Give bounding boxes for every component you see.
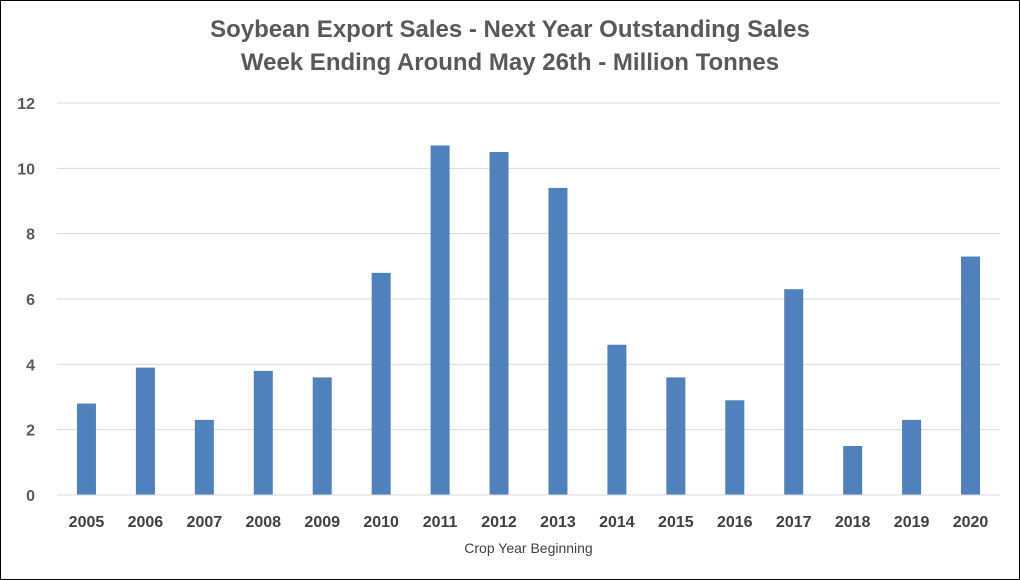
x-tick-label: 2016 xyxy=(717,514,753,531)
y-tick-label: 12 xyxy=(17,96,35,113)
bar-2013 xyxy=(548,187,568,495)
bar-2005 xyxy=(76,403,96,495)
y-tick-label: 4 xyxy=(26,357,35,374)
x-tick-label: 2014 xyxy=(599,514,635,531)
y-axis-ticks: 0 2 4 6 8 10 12 xyxy=(17,96,35,505)
x-tick-label: 2011 xyxy=(423,514,458,531)
bar-2015 xyxy=(666,377,686,495)
bar-2009 xyxy=(312,377,332,495)
bar-2011 xyxy=(430,145,450,495)
chart-title: Soybean Export Sales - Next Year Outstan… xyxy=(210,16,810,43)
y-tick-label: 8 xyxy=(26,227,35,244)
bars xyxy=(76,145,981,495)
y-tick-label: 0 xyxy=(26,488,35,505)
gridlines xyxy=(57,102,1000,431)
x-tick-label: 2013 xyxy=(540,514,576,531)
bar-2008 xyxy=(253,370,273,495)
x-axis-label: Crop Year Beginning xyxy=(464,540,592,556)
x-tick-label: 2007 xyxy=(187,514,223,531)
bar-2012 xyxy=(489,152,509,495)
x-axis-ticks: 2005 2006 2007 2008 2009 2010 2011 2012 2013 2014… xyxy=(69,514,989,531)
x-tick-label: 2019 xyxy=(894,514,930,531)
x-tick-label: 2005 xyxy=(69,514,105,531)
bar-2017 xyxy=(784,289,804,495)
bar-2016 xyxy=(725,400,745,495)
x-tick-label: 2008 xyxy=(245,514,281,531)
y-tick-label: 10 xyxy=(17,161,35,178)
x-tick-label: 2020 xyxy=(953,514,989,531)
bar-2019 xyxy=(902,419,922,495)
bar-2014 xyxy=(607,344,627,495)
bar-2018 xyxy=(843,446,863,495)
bar-2007 xyxy=(194,419,214,495)
y-tick-label: 6 xyxy=(26,292,35,309)
x-tick-label: 2018 xyxy=(835,514,871,531)
x-tick-label: 2006 xyxy=(128,514,164,531)
chart-subtitle: Week Ending Around May 26th - Million To… xyxy=(240,49,780,76)
x-tick-label: 2015 xyxy=(658,514,694,531)
bar-2010 xyxy=(371,272,391,495)
x-tick-label: 2010 xyxy=(363,514,399,531)
x-tick-label: 2009 xyxy=(304,514,340,531)
bar-2006 xyxy=(135,367,155,495)
x-tick-label: 2017 xyxy=(776,514,812,531)
y-tick-label: 2 xyxy=(26,423,35,440)
x-tick-label: 2012 xyxy=(481,514,517,531)
bar-2020 xyxy=(961,256,981,495)
